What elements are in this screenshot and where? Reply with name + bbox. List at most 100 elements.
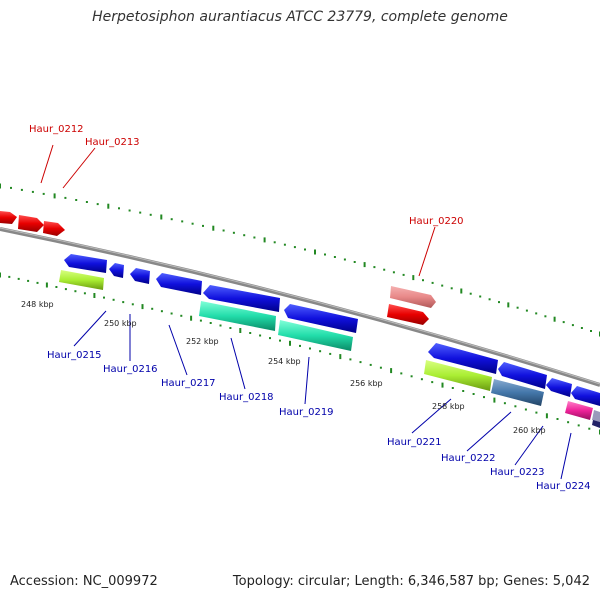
gene-arrow-fwd[interactable] — [43, 221, 65, 236]
gene-label[interactable]: Haur_0213 — [85, 137, 140, 148]
gene-label[interactable]: Haur_0221 — [387, 437, 442, 448]
track-dot — [83, 292, 86, 295]
track-dot — [524, 408, 527, 411]
gene-label[interactable]: Haur_0216 — [103, 364, 158, 375]
track-dot — [131, 303, 134, 306]
gene-label[interactable]: Haur_0215 — [47, 350, 102, 361]
gene-arrow-rev[interactable] — [284, 304, 358, 333]
track-dot — [64, 196, 67, 199]
track-dot — [383, 268, 386, 271]
gene-label[interactable]: Haur_0224 — [536, 481, 591, 492]
gene-block[interactable] — [199, 301, 276, 331]
track-dot — [588, 427, 591, 430]
track-dot — [259, 334, 262, 337]
gene-label[interactable]: Haur_0220 — [409, 216, 464, 227]
track-dot — [122, 301, 125, 304]
track-dot — [410, 375, 413, 378]
track-tick — [441, 382, 444, 388]
track-tick — [53, 193, 56, 199]
track-dot — [535, 312, 538, 315]
track-tick — [363, 262, 366, 268]
track-dot — [571, 324, 574, 327]
track-dot — [373, 266, 376, 269]
track-dot — [273, 241, 276, 244]
tick-label: 258 kbp — [432, 402, 465, 411]
track-tick — [314, 249, 316, 255]
gene-arrow-pseudo[interactable] — [390, 286, 436, 308]
track-dot — [333, 256, 336, 258]
gene-label[interactable]: Haur_0222 — [441, 453, 496, 464]
track-dot — [17, 277, 20, 280]
track-dot — [420, 378, 423, 381]
gene-block[interactable] — [592, 420, 600, 428]
gene-block[interactable] — [59, 270, 104, 290]
gene-arrow-rev[interactable] — [571, 386, 600, 406]
gene-block[interactable] — [491, 379, 544, 406]
gene-arrow-rev[interactable] — [130, 268, 150, 284]
track-dot — [514, 405, 517, 408]
track-tick — [190, 315, 193, 321]
gene-arrow-rev[interactable] — [64, 254, 107, 273]
gene-block[interactable] — [278, 320, 353, 351]
gene-arrow-rev[interactable] — [109, 263, 124, 278]
track-dot — [128, 209, 131, 212]
gene-arrow-rev[interactable] — [498, 362, 547, 389]
track-dot — [253, 236, 256, 239]
track-dot — [590, 330, 592, 332]
reverse-genes — [59, 254, 600, 428]
genome-summary: Topology: circular; Length: 6,346,587 bp… — [232, 574, 590, 589]
track-dot — [283, 243, 286, 246]
track-dot — [349, 358, 352, 361]
track-dot — [118, 207, 120, 210]
gene-arrow-fwd[interactable] — [0, 211, 17, 224]
track-dot — [249, 332, 252, 334]
inner-dotted-track — [0, 272, 600, 435]
gene-arrow-rev[interactable] — [156, 273, 202, 295]
track-tick — [0, 272, 1, 278]
gene-block[interactable] — [565, 401, 593, 420]
track-dot — [329, 352, 332, 355]
track-tick — [45, 282, 48, 288]
track-tick — [460, 288, 463, 294]
gene-arrow-rev[interactable] — [428, 343, 498, 374]
track-dot — [269, 337, 271, 340]
track-dot — [544, 315, 547, 318]
track-dot — [31, 190, 34, 193]
track-dot — [562, 321, 565, 324]
gene-label[interactable]: Haur_0219 — [279, 407, 334, 418]
gene-block[interactable] — [424, 360, 492, 391]
track-dot — [170, 218, 173, 221]
track-dot — [75, 199, 78, 201]
track-dot — [503, 402, 506, 405]
track-tick — [545, 413, 548, 419]
track-dot — [36, 281, 39, 284]
track-dot — [85, 201, 88, 203]
gene-block[interactable] — [592, 410, 600, 422]
track-dot — [112, 298, 115, 301]
track-dot — [27, 279, 30, 282]
gene-arrow-rev[interactable] — [546, 378, 572, 397]
track-dot — [451, 387, 454, 389]
gene-label[interactable]: Haur_0223 — [490, 467, 545, 478]
gene-arrow-rev[interactable] — [203, 285, 280, 312]
genome-backbone — [0, 227, 600, 387]
track-dot — [309, 347, 311, 350]
gene-arrow-fwd[interactable] — [18, 215, 44, 232]
track-dot — [103, 296, 105, 299]
track-dot — [243, 234, 246, 237]
track-dot — [74, 290, 77, 293]
gene-arrow-fwd[interactable] — [387, 304, 429, 325]
track-dot — [232, 231, 235, 234]
track-dot — [431, 381, 434, 384]
kbp-ticks: 248 kbp 250 kbp 252 kbp 254 kbp 256 kbp … — [21, 300, 546, 435]
track-dot — [324, 253, 326, 256]
gene-label[interactable]: Haur_0212 — [29, 124, 84, 135]
track-dot — [209, 322, 212, 324]
gene-label[interactable]: Haur_0218 — [219, 392, 274, 403]
track-tick — [507, 302, 510, 308]
track-dot — [10, 186, 12, 189]
track-tick — [141, 304, 144, 310]
gene-label[interactable]: Haur_0217 — [161, 378, 216, 389]
track-dot — [149, 213, 152, 216]
track-dot — [96, 203, 99, 206]
